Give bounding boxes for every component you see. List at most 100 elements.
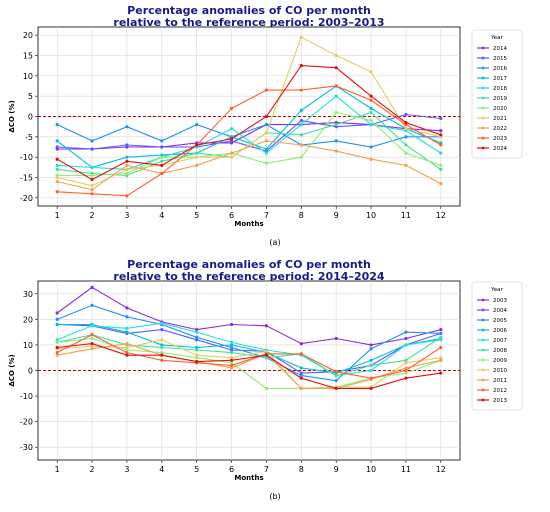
chart1-data-point-2015 — [160, 145, 164, 149]
chart2-data-point-2005 — [334, 379, 338, 383]
chart1-data-point-2015 — [404, 112, 408, 117]
chart2-data-point-2011 — [125, 342, 129, 346]
chart2-data-point-2009 — [160, 351, 164, 355]
chart1-data-point-2017 — [264, 147, 269, 151]
chart1-legend-label-2023: 2023 — [493, 136, 507, 142]
chart1-series-line-2022 — [57, 140, 442, 191]
chart2-data-point-2007 — [404, 343, 408, 347]
chart1-data-point-2023 — [55, 190, 59, 194]
chart1-data-point-2016 — [369, 145, 373, 149]
chart1-data-point-2016 — [125, 125, 129, 129]
chart2-legend-box — [471, 281, 523, 411]
chart1-y-tick-label: 0 — [28, 113, 33, 122]
chart2-y-tick-label: 20 — [23, 315, 33, 324]
chart2-series-line-2012 — [56, 334, 442, 379]
chart1-data-point-2022 — [55, 179, 59, 184]
chart1-series-line-2024 — [56, 65, 441, 181]
chart2-data-point-2003 — [125, 306, 129, 310]
chart1-data-point-2014 — [439, 129, 443, 133]
chart2-data-point-2004 — [299, 371, 303, 375]
chart1-legend-label-2022: 2022 — [493, 126, 507, 132]
chart2-data-point-2010 — [90, 344, 94, 348]
chart2-y-tick-label: -20 — [20, 418, 33, 427]
chart1-x-tick-label: 7 — [264, 211, 269, 220]
chart1-data-point-2023 — [264, 88, 269, 92]
chart2-data-point-2003 — [229, 322, 234, 327]
chart2-data-point-2005 — [229, 345, 234, 350]
chart2-x-tick-label: 10 — [366, 465, 376, 474]
chart2-y-tick-label: -30 — [20, 443, 33, 452]
chart1-legend-marker-2014 — [481, 46, 485, 50]
chart2-series-line-2003 — [56, 286, 441, 346]
chart2-data-point-2007 — [125, 326, 129, 330]
chart1-data-point-2023 — [160, 171, 164, 176]
chart2-data-point-2010 — [404, 361, 408, 365]
chart1-data-point-2018 — [90, 165, 94, 169]
chart2-x-tick-label: 11 — [401, 465, 411, 474]
chart2-legend-title: Year — [490, 287, 503, 293]
chart1-data-point-2020 — [334, 110, 338, 115]
chart1-data-point-2015 — [125, 143, 129, 147]
chart1-data-point-2019 — [299, 133, 303, 137]
chart1-data-point-2017 — [125, 155, 129, 159]
chart1-data-point-2018 — [439, 151, 443, 155]
chart1-data-point-2016 — [404, 135, 408, 139]
chart2-data-point-2012 — [55, 351, 59, 355]
chart2-legend-marker-2007 — [481, 338, 485, 342]
chart1-legend-marker-2017 — [481, 76, 485, 80]
chart2-data-point-2012 — [125, 351, 129, 355]
chart2-data-point-2012 — [160, 358, 164, 362]
chart1-x-tick-label: 10 — [366, 211, 376, 220]
chart1-x-tick-label: 6 — [229, 211, 234, 220]
chart2-data-point-2005 — [55, 317, 59, 321]
chart2-legend-label-2010: 2010 — [493, 368, 507, 374]
chart2-data-point-2007 — [439, 338, 443, 342]
chart2-data-point-2011 — [55, 353, 59, 357]
chart2-data-point-2007 — [195, 330, 199, 334]
chart1-data-point-2018 — [369, 123, 373, 127]
chart2-legend-label-2008: 2008 — [493, 348, 507, 354]
chart2-data-point-2006 — [195, 345, 199, 350]
chart1-data-point-2016 — [195, 123, 199, 127]
chart2-series-line-2013 — [57, 343, 441, 389]
chart1-legend-label-2021: 2021 — [493, 116, 507, 122]
chart1-data-point-2021 — [334, 53, 338, 58]
chart1-data-point-2020 — [439, 163, 443, 167]
chart1-title-line: Percentage anomalies of CO per month — [127, 4, 371, 17]
chart1-legend-marker-2019 — [481, 96, 485, 100]
chart1-legend-label-2015: 2015 — [493, 56, 507, 62]
chart2-legend-marker-2008 — [481, 348, 485, 352]
chart1-data-point-2018 — [229, 127, 234, 131]
chart2-data-point-2010 — [229, 356, 234, 360]
chart2-data-point-2011 — [90, 347, 94, 351]
chart2-data-point-2006 — [299, 366, 303, 370]
chart2-y-tick-label: 10 — [23, 341, 33, 350]
chart1-data-point-2021 — [299, 35, 303, 39]
chart1-y-tick-label: -15 — [20, 174, 33, 183]
chart2-data-point-2005 — [299, 374, 303, 378]
chart2-data-point-2008 — [404, 358, 408, 362]
chart2-data-point-2013 — [90, 342, 94, 346]
chart1-data-point-2020 — [90, 173, 94, 178]
chart1-data-point-2024 — [264, 114, 269, 119]
chart2-data-point-2010 — [160, 338, 164, 342]
chart2-legend-marker-2009 — [481, 358, 485, 362]
chart2-x-tick-label: 8 — [299, 465, 304, 474]
chart2-data-point-2009 — [229, 361, 234, 365]
chart2-data-point-2003 — [90, 285, 94, 289]
chart1-data-point-2023 — [299, 88, 303, 92]
chart2-data-point-2008 — [195, 348, 199, 352]
chart1-legend-title: Year — [490, 35, 503, 41]
chart2-caption: (b) — [269, 492, 280, 501]
chart2-data-point-2009 — [404, 371, 408, 375]
chart2-data-point-2006 — [229, 343, 234, 347]
chart1-legend-marker-2020 — [481, 106, 485, 110]
chart2-data-point-2003 — [195, 327, 199, 332]
chart1-data-point-2015 — [90, 147, 94, 151]
chart1-data-point-2019 — [334, 123, 338, 127]
chart1-data-point-2023 — [334, 84, 338, 88]
chart1-data-point-2021 — [55, 175, 59, 180]
chart1-data-point-2021 — [229, 155, 234, 159]
chart1-data-point-2022 — [195, 163, 199, 167]
chart2-data-point-2003 — [404, 336, 408, 341]
